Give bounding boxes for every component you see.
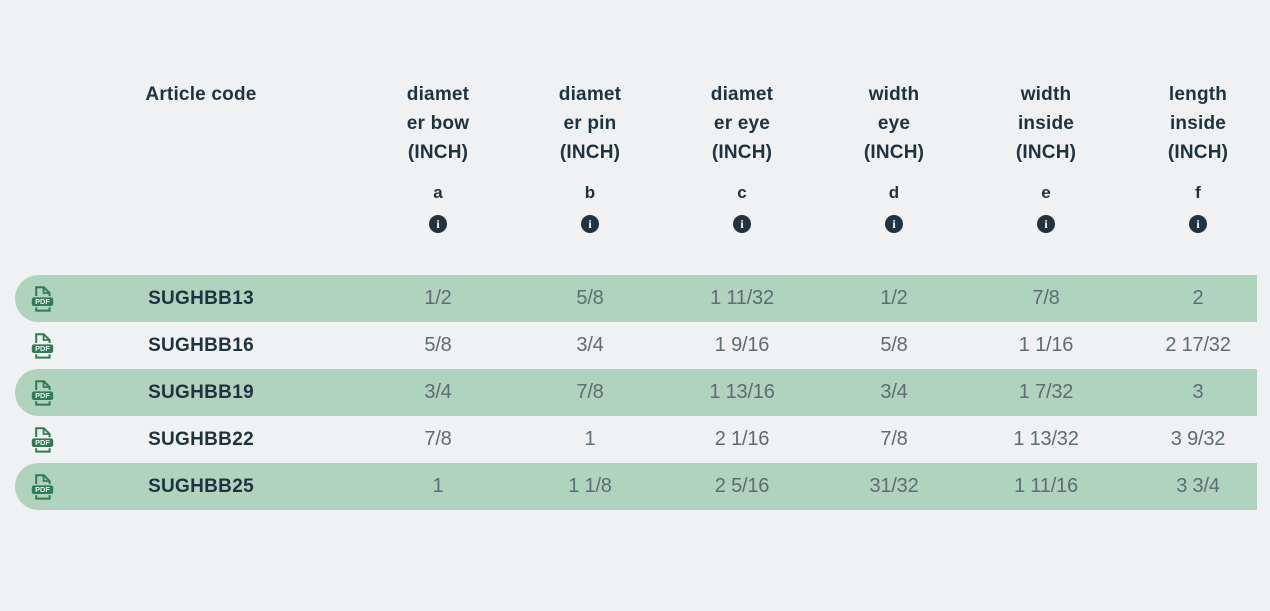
- article-code: SUGHBB16: [148, 334, 254, 356]
- article-code: SUGHBB22: [148, 428, 254, 450]
- value-length-inside: 3 3/4: [1176, 475, 1220, 497]
- info-icon[interactable]: i: [733, 215, 751, 233]
- table-row: PDF SUGHBB19 3/4 7/8 1 13/16 3/4 1 7/32 …: [15, 369, 1257, 416]
- value-diameter-pin: 1 1/8: [568, 475, 612, 497]
- svg-text:PDF: PDF: [35, 391, 50, 400]
- pdf-download-icon[interactable]: PDF: [31, 379, 54, 406]
- column-letter: e: [1041, 183, 1051, 202]
- article-code: SUGHBB19: [148, 381, 254, 403]
- column-title: diamet er eye (INCH): [710, 84, 774, 163]
- column-title: diamet er bow (INCH): [406, 84, 470, 163]
- value-length-inside: 2 17/32: [1165, 334, 1231, 356]
- info-icon[interactable]: i: [581, 215, 599, 233]
- value-diameter-bow: 3/4: [424, 381, 452, 403]
- svg-text:PDF: PDF: [35, 485, 50, 494]
- value-diameter-pin: 7/8: [576, 381, 604, 403]
- column-header-diameter-bow: diamet er bow (INCH) a i: [362, 80, 514, 233]
- column-header-width-eye: width eye (INCH) d i: [818, 80, 970, 233]
- value-diameter-pin: 3/4: [576, 334, 604, 356]
- table-body: PDF SUGHBB13 1/2 5/8 1 11/32 1/2 7/8 2: [0, 275, 1270, 510]
- column-header-diameter-eye: diamet er eye (INCH) c i: [666, 80, 818, 233]
- pdf-cell: PDF: [15, 379, 77, 406]
- value-width-inside: 1 1/16: [1018, 334, 1074, 356]
- value-length-inside: 2: [1192, 287, 1204, 309]
- value-width-eye: 1/2: [880, 287, 908, 309]
- svg-text:PDF: PDF: [35, 297, 50, 306]
- value-width-inside: 7/8: [1032, 287, 1060, 309]
- column-header-width-inside: width inside (INCH) e i: [970, 80, 1122, 233]
- table-row: PDF SUGHBB13 1/2 5/8 1 11/32 1/2 7/8 2: [15, 275, 1257, 322]
- value-width-inside: 1 13/32: [1013, 428, 1079, 450]
- article-code: SUGHBB13: [148, 287, 254, 309]
- table-row: PDF SUGHBB22 7/8 1 2 1/16 7/8 1 13/32 3 …: [15, 416, 1257, 463]
- value-diameter-bow: 1/2: [424, 287, 452, 309]
- table-header-row: Article code diamet er bow (INCH) a i di…: [15, 80, 1270, 233]
- value-diameter-eye: 2 1/16: [714, 428, 770, 450]
- value-width-eye: 5/8: [880, 334, 908, 356]
- column-title: Article code: [145, 84, 257, 105]
- column-letter: c: [737, 183, 747, 202]
- info-icon[interactable]: i: [429, 215, 447, 233]
- pdf-cell: PDF: [15, 426, 77, 453]
- info-glyph: i: [436, 216, 440, 231]
- column-letter: a: [433, 183, 443, 202]
- value-diameter-bow: 1: [432, 475, 444, 497]
- pdf-cell: PDF: [15, 332, 77, 359]
- column-letter: f: [1195, 183, 1201, 202]
- info-icon[interactable]: i: [1037, 215, 1055, 233]
- info-icon[interactable]: i: [885, 215, 903, 233]
- value-width-eye: 7/8: [880, 428, 908, 450]
- info-glyph: i: [588, 216, 592, 231]
- column-title: length inside (INCH): [1167, 84, 1229, 163]
- column-letter: b: [584, 183, 596, 202]
- value-diameter-eye: 1 11/32: [710, 287, 774, 309]
- table-row: PDF SUGHBB25 1 1 1/8 2 5/16 31/32 1 11/1…: [15, 463, 1257, 510]
- column-title: width inside (INCH): [1015, 84, 1077, 163]
- info-glyph: i: [740, 216, 744, 231]
- value-width-eye: 31/32: [869, 475, 919, 497]
- column-header-diameter-pin: diamet er pin (INCH) b i: [514, 80, 666, 233]
- column-letter: d: [888, 183, 900, 202]
- pdf-download-icon[interactable]: PDF: [31, 285, 54, 312]
- svg-text:PDF: PDF: [35, 344, 50, 353]
- pdf-download-icon[interactable]: PDF: [31, 426, 54, 453]
- value-length-inside: 3 9/32: [1170, 428, 1226, 450]
- pdf-cell: PDF: [15, 285, 77, 312]
- column-title: diamet er pin (INCH): [558, 84, 622, 163]
- column-header-article-code: Article code: [77, 80, 325, 109]
- product-spec-table: Article code diamet er bow (INCH) a i di…: [0, 80, 1270, 510]
- value-diameter-eye: 1 9/16: [714, 334, 770, 356]
- article-code: SUGHBB25: [148, 475, 254, 497]
- value-diameter-pin: 5/8: [576, 287, 604, 309]
- pdf-download-icon[interactable]: PDF: [31, 473, 54, 500]
- value-width-inside: 1 11/16: [1014, 475, 1078, 497]
- column-title: width eye (INCH): [863, 84, 925, 163]
- column-header-length-inside: length inside (INCH) f i: [1122, 80, 1270, 233]
- value-diameter-eye: 1 13/16: [709, 381, 775, 403]
- pdf-download-icon[interactable]: PDF: [31, 332, 54, 359]
- info-glyph: i: [1196, 216, 1200, 231]
- value-width-eye: 3/4: [880, 381, 908, 403]
- pdf-cell: PDF: [15, 473, 77, 500]
- info-glyph: i: [892, 216, 896, 231]
- info-glyph: i: [1044, 216, 1048, 231]
- table-row: PDF SUGHBB16 5/8 3/4 1 9/16 5/8 1 1/16 2…: [15, 322, 1257, 369]
- svg-text:PDF: PDF: [35, 438, 50, 447]
- info-icon[interactable]: i: [1189, 215, 1207, 233]
- value-length-inside: 3: [1192, 381, 1204, 403]
- value-diameter-pin: 1: [584, 428, 596, 450]
- value-diameter-bow: 7/8: [424, 428, 452, 450]
- value-diameter-eye: 2 5/16: [714, 475, 770, 497]
- value-diameter-bow: 5/8: [424, 334, 452, 356]
- value-width-inside: 1 7/32: [1018, 381, 1074, 403]
